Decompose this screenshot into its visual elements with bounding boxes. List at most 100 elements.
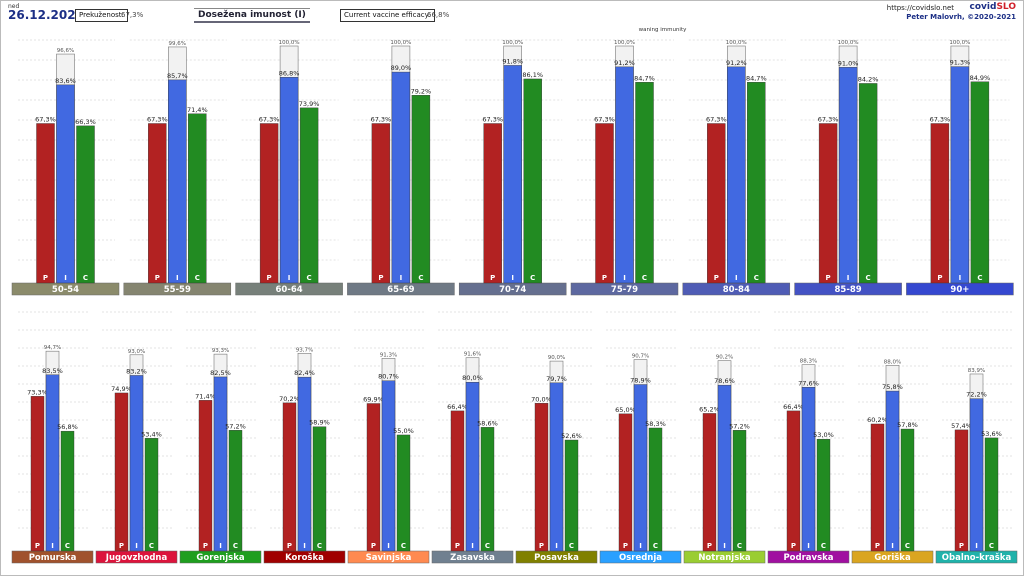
value-label-c: 55,0% bbox=[393, 427, 414, 435]
bar-letter-c: C bbox=[418, 274, 423, 282]
brand-logo: covidSLO bbox=[969, 2, 1016, 12]
bar-letter-c: C bbox=[83, 274, 88, 282]
value-label-p: 67,3% bbox=[35, 115, 56, 123]
max-immunity-label: 100,0% bbox=[949, 40, 970, 46]
bar-c bbox=[984, 437, 999, 552]
bar-c bbox=[396, 434, 411, 552]
bar-c bbox=[858, 83, 878, 284]
value-label-i: 83,5% bbox=[42, 367, 63, 375]
value-label-p: 67,3% bbox=[818, 115, 839, 123]
bar-letter-p: P bbox=[539, 542, 544, 550]
bar-c bbox=[188, 113, 207, 284]
value-label-i: 89,0% bbox=[391, 64, 412, 72]
value-label-c: 52,6% bbox=[561, 432, 582, 440]
value-label-i: 77,6% bbox=[798, 379, 819, 387]
bar-p bbox=[534, 403, 549, 552]
bar-letter-p: P bbox=[287, 542, 292, 550]
bar-p bbox=[282, 402, 297, 552]
category-label: Pomurska bbox=[29, 553, 77, 563]
bar-i bbox=[381, 380, 396, 552]
max-immunity-label: 90,2% bbox=[716, 355, 733, 361]
bar-p bbox=[30, 396, 45, 552]
value-label-p: 67,3% bbox=[482, 115, 503, 123]
category-label: Podravska bbox=[783, 553, 833, 563]
waning-immunity-annotation: waning immunity bbox=[639, 27, 688, 33]
bar-letter-i: I bbox=[303, 542, 306, 550]
bar-p bbox=[818, 123, 838, 284]
bar-p bbox=[954, 429, 969, 552]
value-label-c: 58,3% bbox=[645, 420, 666, 428]
bar-letter-i: I bbox=[723, 542, 726, 550]
bar-c bbox=[564, 439, 579, 552]
bar-letter-p: P bbox=[43, 274, 48, 282]
bar-letter-i: I bbox=[64, 274, 67, 282]
bar-letter-i: I bbox=[975, 542, 978, 550]
value-label-i: 78,9% bbox=[630, 377, 651, 385]
bar-c bbox=[228, 430, 243, 552]
value-label-p: 67,3% bbox=[371, 115, 392, 123]
efficacy-box: Current vaccine efficacy: bbox=[340, 9, 435, 22]
bar-p bbox=[930, 123, 950, 284]
value-label-i: 85,7% bbox=[167, 72, 188, 80]
bar-letter-c: C bbox=[989, 542, 994, 550]
bar-letter-c: C bbox=[195, 274, 200, 282]
bar-c bbox=[747, 82, 766, 284]
value-label-p: 74,9% bbox=[111, 385, 132, 393]
bar-i bbox=[465, 382, 480, 552]
max-immunity-label: 88,0% bbox=[884, 359, 901, 365]
bar-i bbox=[56, 84, 75, 284]
bar-i bbox=[969, 398, 984, 552]
value-label-p: 70,0% bbox=[531, 395, 552, 403]
bar-c bbox=[144, 438, 159, 552]
max-immunity-label: 100,0% bbox=[502, 40, 523, 46]
bar-i bbox=[717, 384, 732, 552]
bar-letter-p: P bbox=[378, 274, 383, 282]
value-label-c: 73,9% bbox=[299, 100, 320, 108]
category-label: Gorenjska bbox=[196, 553, 244, 563]
bar-i bbox=[950, 66, 970, 284]
value-label-p: 65,2% bbox=[699, 405, 720, 413]
category-label: Goriška bbox=[874, 552, 911, 563]
bar-p bbox=[366, 403, 381, 552]
max-immunity-label: 94,7% bbox=[44, 345, 61, 351]
bar-p bbox=[618, 413, 633, 552]
value-label-p: 67,3% bbox=[930, 115, 951, 123]
value-label-p: 67,3% bbox=[706, 115, 727, 123]
bar-letter-p: P bbox=[826, 274, 831, 282]
bar-p bbox=[198, 400, 213, 552]
value-label-i: 80,0% bbox=[462, 374, 483, 382]
bar-letter-i: I bbox=[639, 542, 642, 550]
value-label-c: 57,8% bbox=[897, 421, 918, 429]
bar-i bbox=[801, 387, 816, 552]
bar-p bbox=[114, 392, 129, 552]
bar-letter-c: C bbox=[569, 542, 574, 550]
bar-letter-p: P bbox=[35, 542, 40, 550]
bar-i bbox=[279, 77, 299, 284]
bar-i bbox=[297, 376, 312, 552]
value-label-i: 75,8% bbox=[882, 383, 903, 391]
max-immunity-label: 83,9% bbox=[968, 368, 985, 374]
bar-letter-p: P bbox=[267, 274, 272, 282]
bar-letter-c: C bbox=[149, 542, 154, 550]
bar-p bbox=[702, 413, 717, 552]
bar-i bbox=[213, 376, 228, 552]
max-immunity-label: 99,6% bbox=[169, 41, 186, 47]
bar-c bbox=[635, 82, 654, 284]
bar-letter-p: P bbox=[371, 542, 376, 550]
value-label-p: 66,4% bbox=[447, 403, 468, 411]
category-label: Savinjska bbox=[366, 553, 412, 563]
bar-letter-c: C bbox=[317, 542, 322, 550]
value-label-i: 83,2% bbox=[126, 367, 147, 375]
bar-c bbox=[60, 430, 75, 552]
bar-letter-i: I bbox=[623, 274, 626, 282]
value-label-c: 56,8% bbox=[57, 423, 78, 431]
value-label-p: 70,2% bbox=[279, 395, 300, 403]
bar-letter-p: P bbox=[959, 542, 964, 550]
value-label-i: 80,7% bbox=[378, 373, 399, 381]
source-url[interactable]: https://covidslo.net bbox=[886, 4, 954, 12]
bar-i bbox=[633, 384, 648, 552]
value-label-i: 82,4% bbox=[294, 369, 315, 377]
prekuzenost-box: Prekuženost: bbox=[75, 9, 128, 22]
value-label-p: 69,9% bbox=[363, 396, 384, 404]
